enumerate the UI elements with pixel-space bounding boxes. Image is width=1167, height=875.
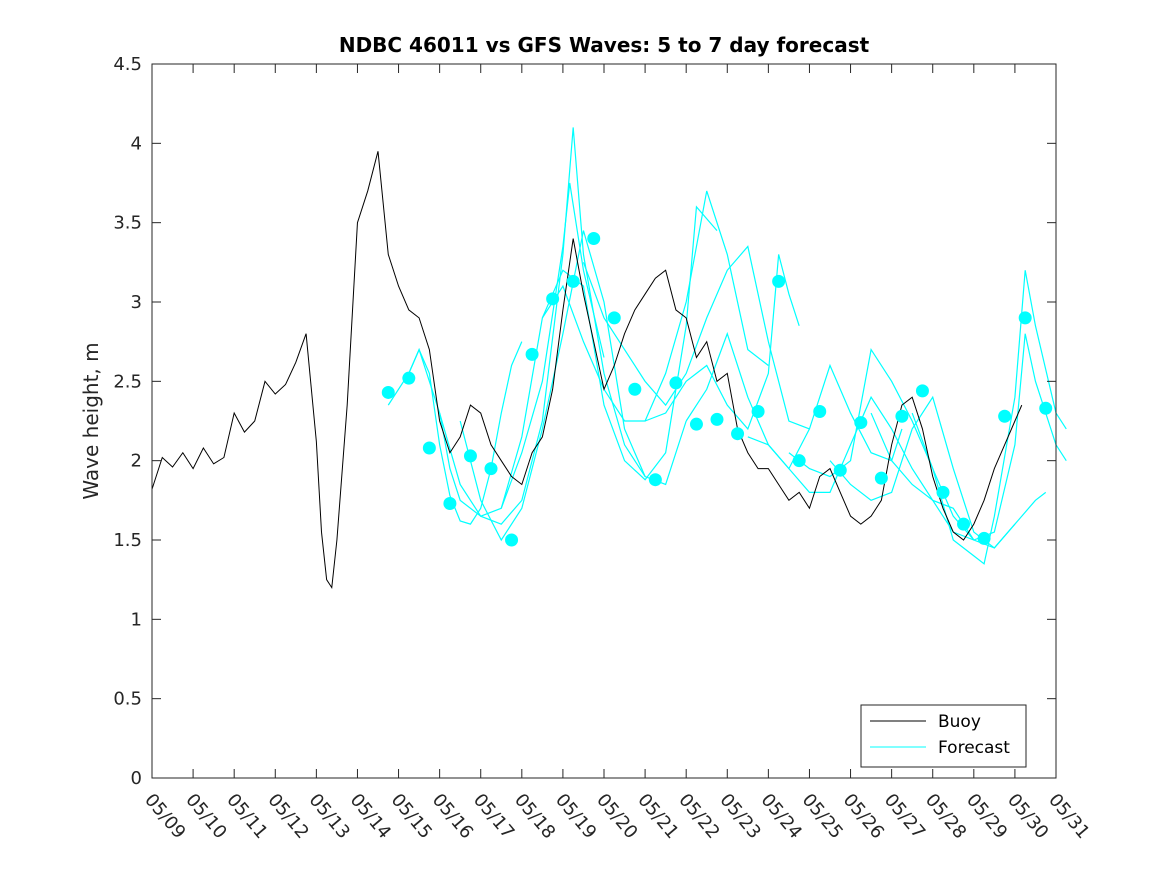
x-tick-label: 05/26	[839, 790, 888, 843]
y-tick-label: 0.5	[113, 689, 142, 710]
x-tick-label: 05/18	[510, 790, 559, 843]
x-tick-label: 05/17	[469, 790, 518, 843]
forecast-marker-30	[998, 409, 1012, 423]
forecast-line-5	[541, 190, 769, 422]
forecast-line-7	[644, 254, 800, 431]
series-layer	[151, 127, 1067, 590]
x-tick-label: 05/15	[387, 790, 436, 843]
x-tick-label: 05/30	[1003, 790, 1052, 843]
forecast-marker-11	[607, 311, 621, 325]
x-tick-label: 05/25	[798, 790, 847, 843]
x-tick-label: 05/23	[715, 790, 764, 843]
y-tick-label: 3	[131, 292, 142, 313]
forecast-marker-6	[505, 533, 519, 547]
forecast-line-12	[870, 333, 1067, 541]
forecast-marker-4	[463, 449, 477, 463]
forecast-marker-18	[751, 404, 765, 418]
forecast-marker-31	[1018, 311, 1032, 325]
y-tick-label: 0	[131, 768, 142, 789]
forecast-marker-23	[854, 416, 868, 430]
legend-label-buoy: Buoy	[938, 712, 981, 732]
forecast-marker-1	[402, 371, 416, 385]
forecast-marker-27	[936, 485, 950, 499]
forecast-line-0	[387, 341, 523, 525]
forecast-marker-5	[484, 462, 498, 476]
forecast-marker-20	[792, 454, 806, 468]
forecast-marker-7	[525, 347, 539, 361]
y-tick-label: 1.5	[113, 530, 142, 551]
forecast-marker-22	[833, 463, 847, 477]
x-tick-label: 05/21	[633, 790, 682, 843]
forecast-line-1	[408, 182, 605, 517]
x-tick-label: 05/28	[921, 790, 970, 843]
y-tick-label: 4	[131, 133, 142, 154]
y-tick-label: 2.5	[113, 371, 142, 392]
buoy-line	[151, 151, 1023, 590]
x-tick-label: 05/13	[305, 790, 354, 843]
x-tick-label: 05/22	[674, 790, 723, 843]
forecast-marker-26	[915, 384, 929, 398]
forecast-marker-29	[977, 531, 991, 545]
x-tick-label: 05/29	[962, 790, 1011, 843]
x-tick-label: 05/27	[880, 790, 929, 843]
x-tick-label: 05/09	[140, 790, 189, 843]
forecast-marker-14	[669, 376, 683, 390]
forecast-marker-17	[731, 427, 745, 441]
forecast-marker-32	[1039, 401, 1053, 415]
x-tick-label: 05/11	[222, 790, 271, 843]
forecast-line-2	[439, 127, 646, 525]
forecast-marker-13	[648, 473, 662, 487]
forecast-marker-12	[628, 382, 642, 396]
chart-title: NDBC 46011 vs GFS Waves: 5 to 7 day fore…	[339, 33, 870, 57]
legend-label-forecast: Forecast	[938, 738, 1010, 758]
forecast-marker-21	[813, 404, 827, 418]
forecast-marker-2	[422, 441, 436, 455]
legend: Buoy Forecast	[860, 704, 1027, 768]
y-tick-label: 3.5	[113, 213, 142, 234]
y-tick-label: 1	[131, 609, 142, 630]
x-tick-label: 05/20	[592, 790, 641, 843]
forecast-marker-19	[772, 274, 786, 288]
forecast-line-13	[911, 270, 1067, 565]
forecast-marker-3	[443, 497, 457, 511]
forecast-marker-0	[381, 385, 395, 399]
forecast-marker-25	[895, 409, 909, 423]
x-tick-label: 05/12	[263, 790, 312, 843]
forecast-line-4	[500, 205, 718, 509]
y-tick-label: 2	[131, 451, 142, 472]
x-tick-label: 05/10	[181, 790, 230, 843]
x-tick-label: 05/19	[551, 790, 600, 843]
forecast-marker-28	[957, 517, 971, 531]
forecast-line-11	[829, 395, 1047, 549]
x-tick-label: 05/24	[757, 790, 806, 843]
legend-box	[860, 704, 1027, 768]
forecast-marker-16	[710, 412, 724, 426]
x-tick-label: 05/16	[428, 790, 477, 843]
forecast-marker-24	[874, 471, 888, 485]
x-tick-label: 05/31	[1044, 790, 1093, 843]
forecast-marker-9	[566, 274, 580, 288]
forecast-line-8	[685, 331, 903, 470]
forecast-marker-15	[689, 417, 703, 431]
y-axis-label: Wave height, m	[79, 342, 103, 499]
forecast-marker-8	[546, 292, 560, 306]
forecast-line-6	[582, 245, 810, 430]
forecast-marker-10	[587, 232, 601, 246]
y-tick-label: 4.5	[113, 54, 142, 75]
x-tick-label: 05/14	[346, 790, 395, 843]
forecast-line-10	[788, 348, 1016, 549]
